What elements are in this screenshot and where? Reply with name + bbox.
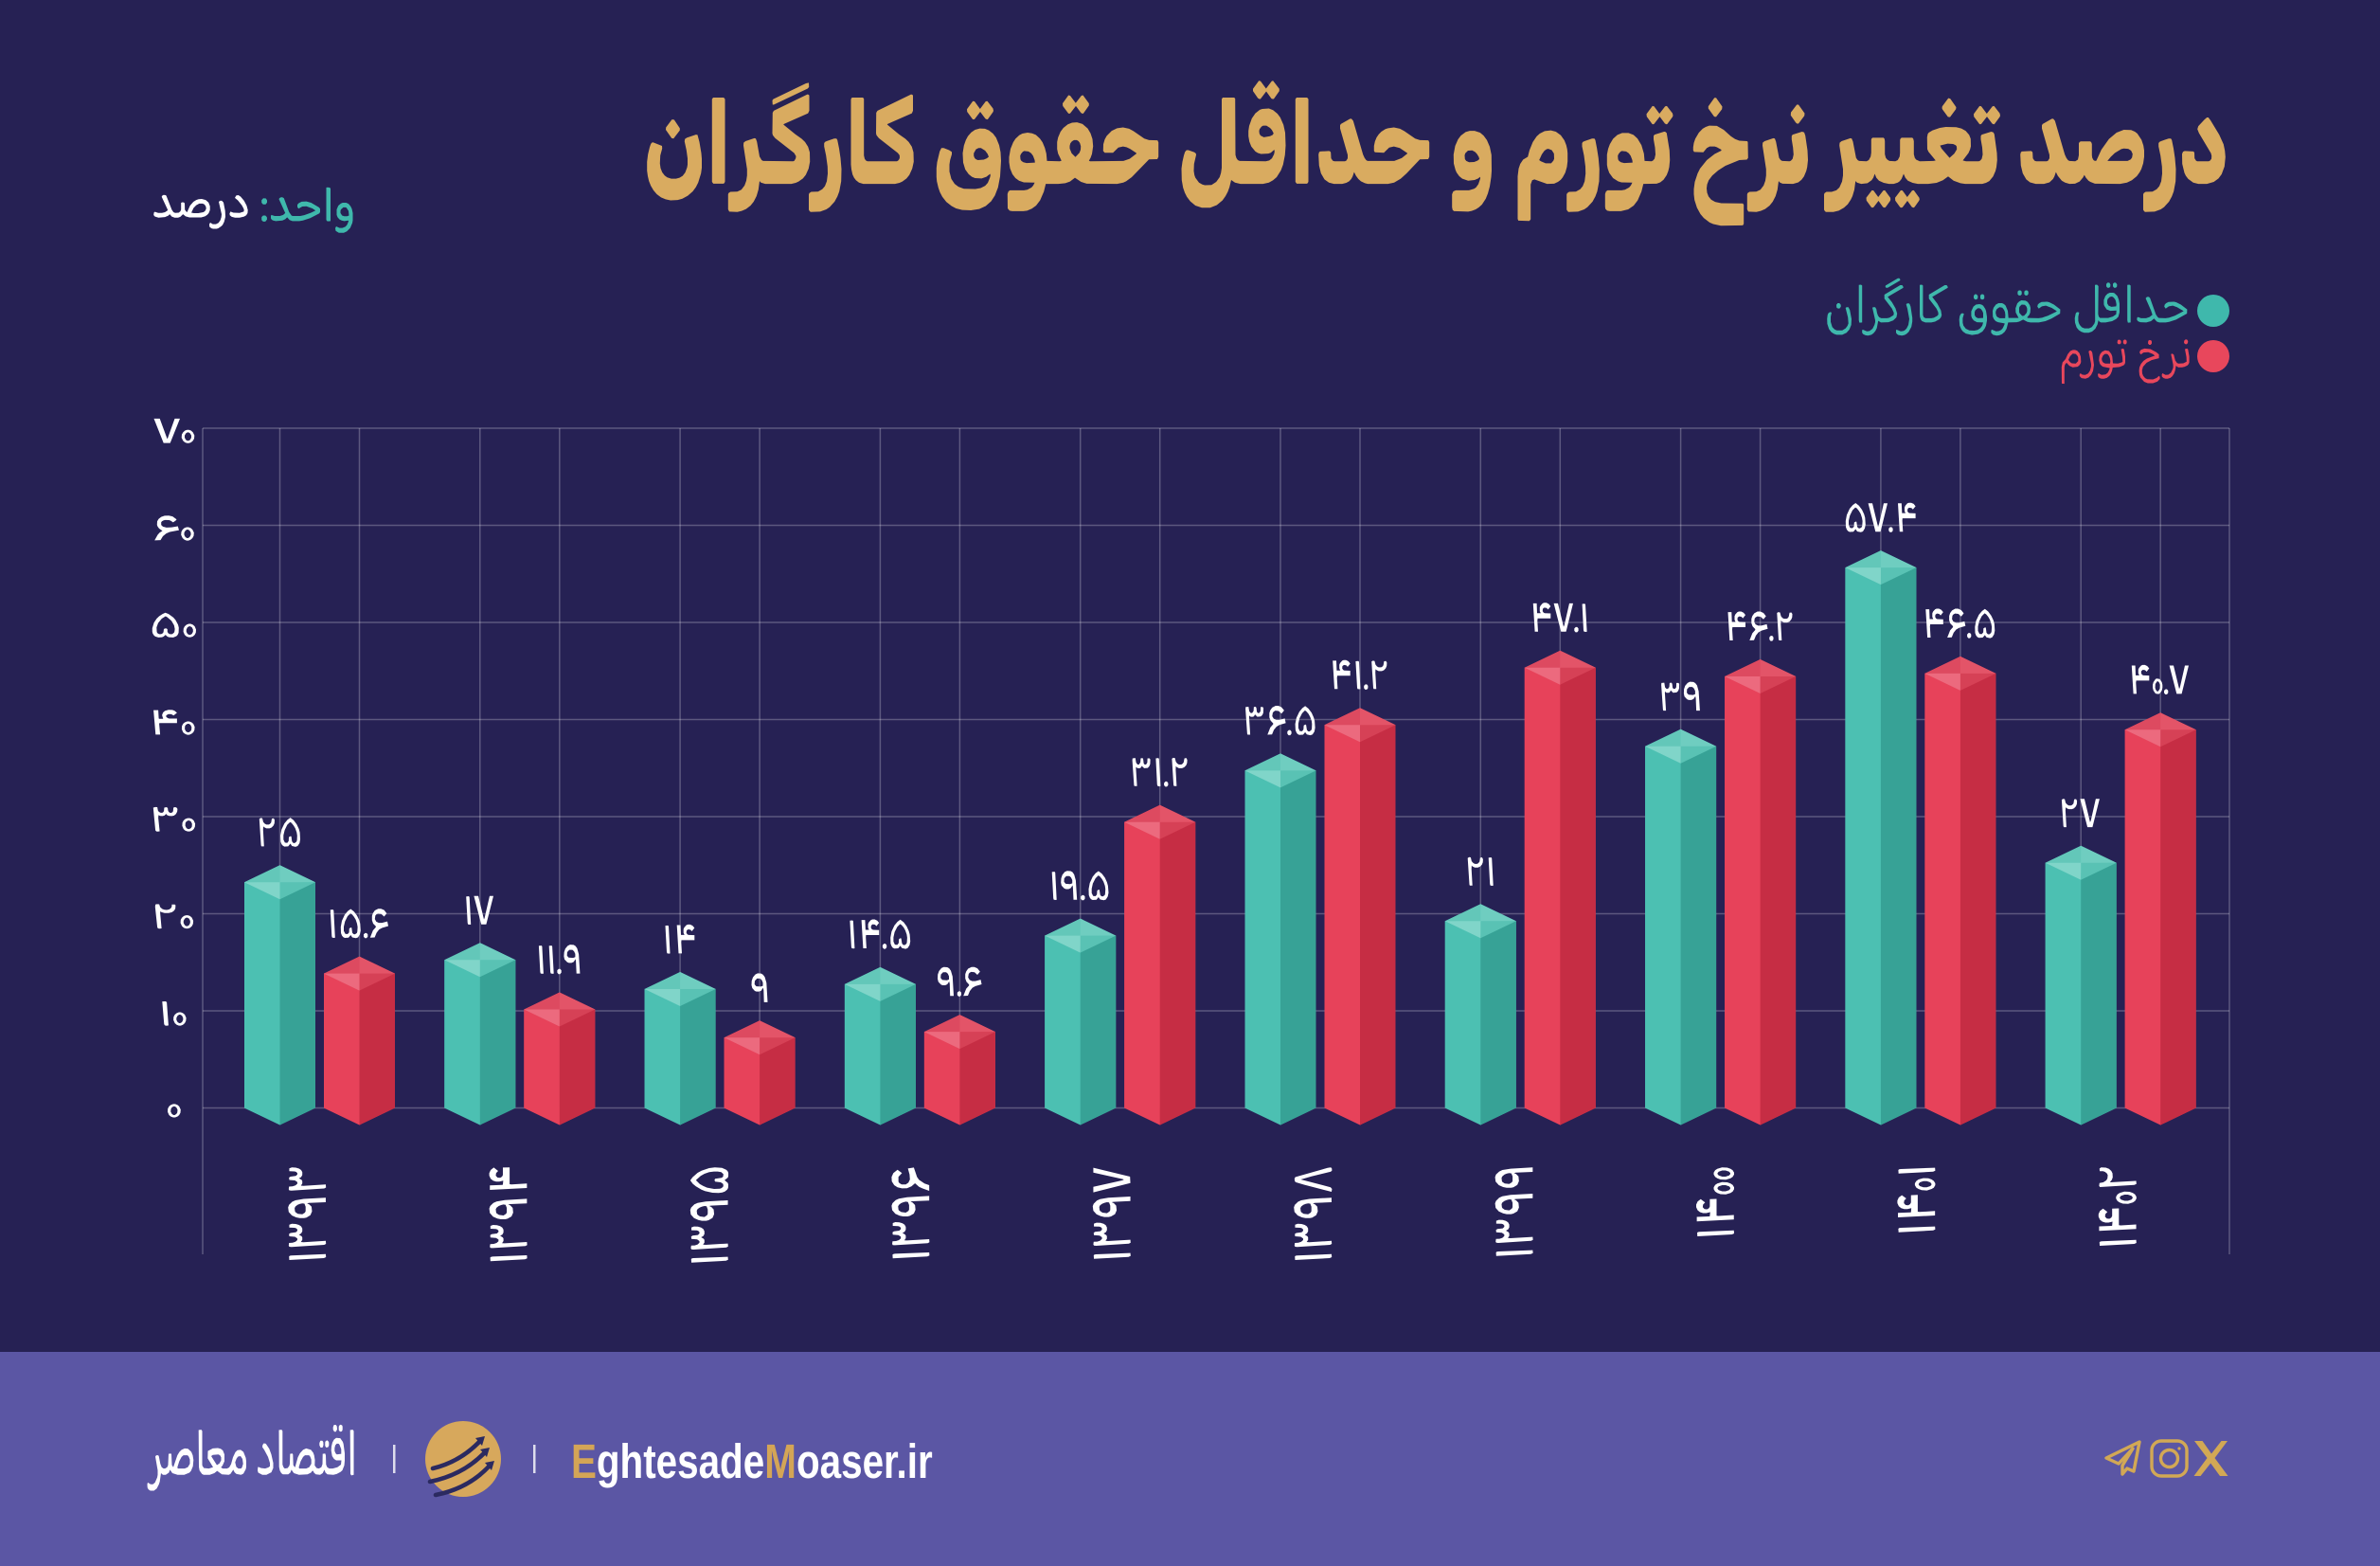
svg-text:oaser.ir: oaser.ir [796,1433,933,1488]
svg-text:E: E [571,1433,597,1488]
svg-text:ghtesade: ghtesade [597,1433,764,1488]
svg-text:M: M [764,1433,796,1488]
